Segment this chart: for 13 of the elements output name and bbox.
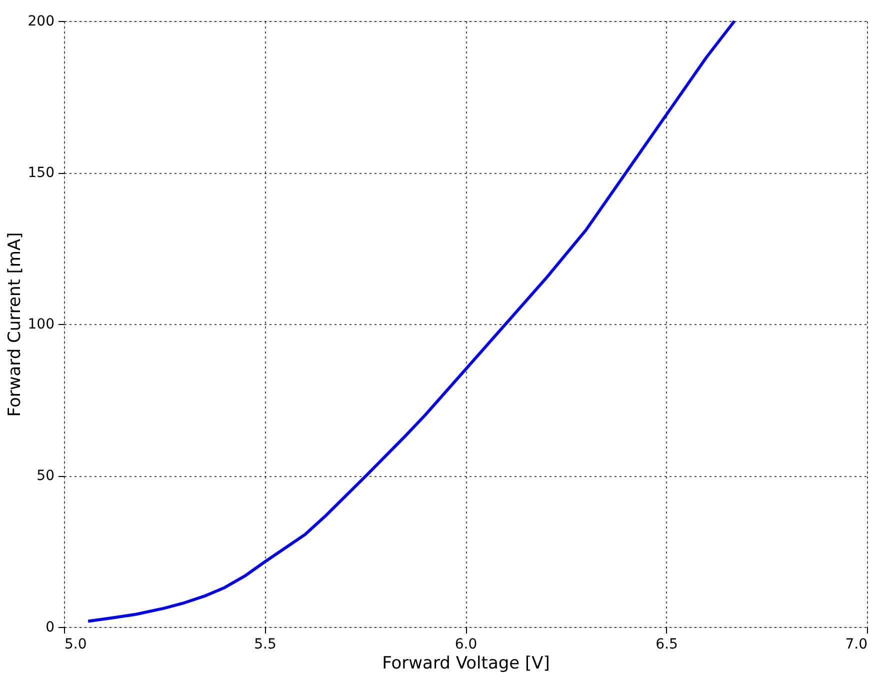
y-tick-label: 0 <box>46 620 54 636</box>
y-tick-label: 200 <box>28 14 54 30</box>
y-tick-label: 100 <box>28 316 54 332</box>
x-tick-label: 6.0 <box>454 636 478 652</box>
y-axis-title: Forward Current [mA] <box>4 232 25 417</box>
x-axis-title: Forward Voltage [V] <box>382 654 550 674</box>
line-series <box>86 20 736 623</box>
y-tick-label: 50 <box>36 468 54 484</box>
x-tick-label: 5.0 <box>64 636 87 652</box>
x-tick-label: 7.0 <box>845 636 868 652</box>
y-tick-label: 150 <box>28 165 54 181</box>
x-tick-label: 6.5 <box>656 636 678 652</box>
x-tick-label: 5.5 <box>254 636 276 652</box>
